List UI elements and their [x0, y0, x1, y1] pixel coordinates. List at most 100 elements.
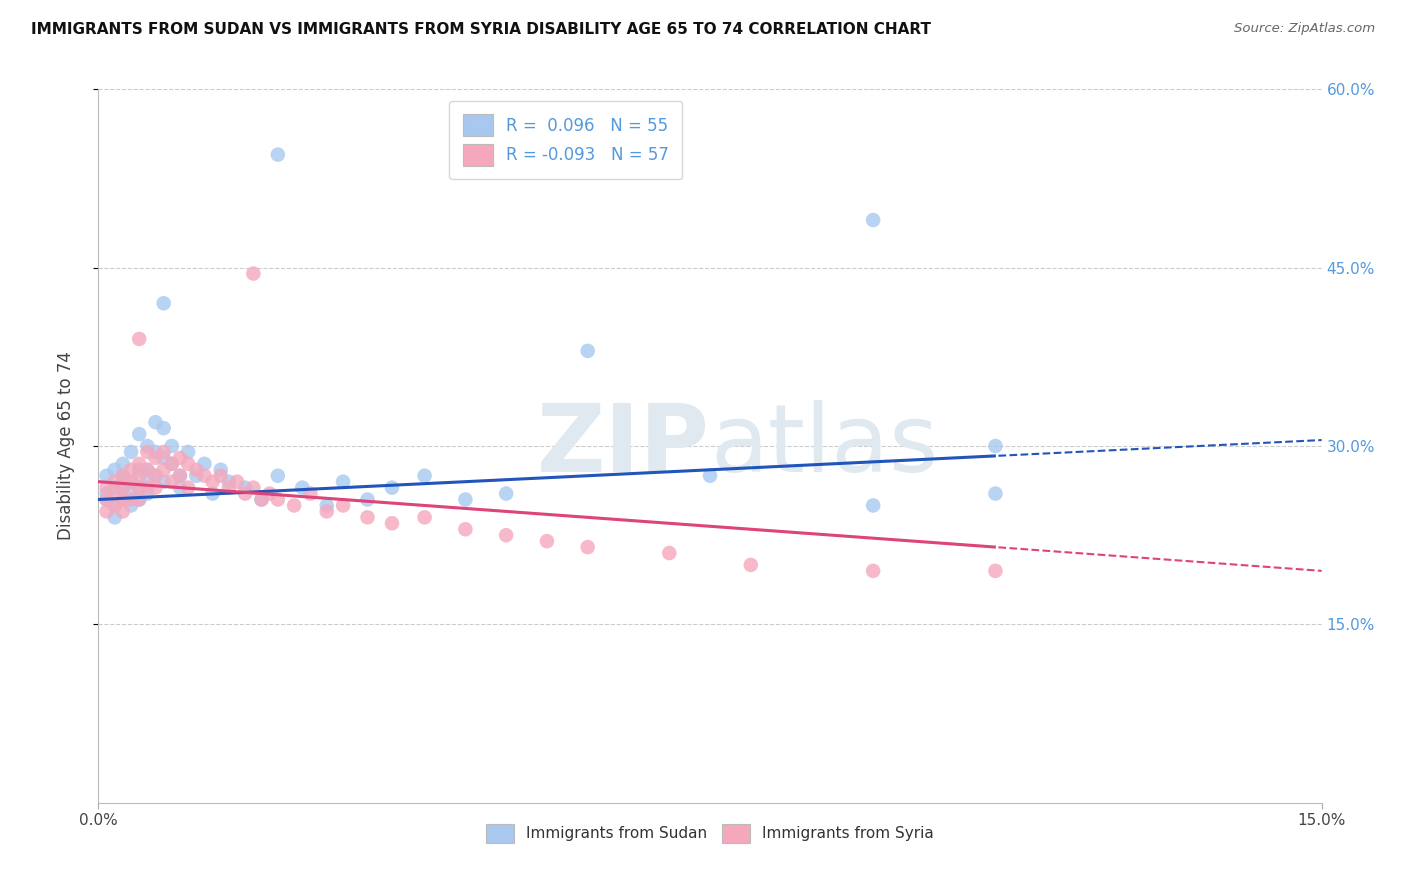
Point: [120, 486, 142, 500]
Point: [209, 463, 232, 477]
Point: [111, 457, 134, 471]
Point: [201, 486, 224, 500]
Point: [186, 468, 208, 483]
Point: [111, 468, 134, 483]
Point: [193, 457, 215, 471]
Point: [160, 475, 183, 489]
Point: [104, 499, 127, 513]
Point: [120, 445, 142, 459]
Point: [658, 546, 681, 560]
Point: [104, 463, 127, 477]
Point: [218, 475, 240, 489]
Y-axis label: Disability Age 65 to 74: Disability Age 65 to 74: [56, 351, 75, 541]
Point: [250, 492, 273, 507]
Point: [454, 492, 477, 507]
Point: [111, 468, 134, 483]
Point: [104, 486, 127, 500]
Point: [120, 475, 142, 489]
Point: [356, 492, 378, 507]
Point: [283, 499, 305, 513]
Point: [209, 468, 232, 483]
Point: [169, 468, 191, 483]
Point: [267, 147, 290, 161]
Point: [128, 427, 150, 442]
Point: [120, 492, 142, 507]
Point: [299, 486, 322, 500]
Point: [136, 463, 159, 477]
Point: [862, 213, 884, 227]
Point: [96, 492, 118, 507]
Point: [984, 439, 1007, 453]
Point: [315, 504, 337, 518]
Point: [160, 457, 183, 471]
Point: [291, 481, 314, 495]
Point: [152, 475, 174, 489]
Point: [136, 468, 159, 483]
Point: [160, 439, 183, 453]
Point: [381, 516, 404, 531]
Point: [111, 492, 134, 507]
Point: [233, 486, 256, 500]
Point: [96, 468, 118, 483]
Point: [242, 481, 264, 495]
Point: [96, 486, 118, 500]
Point: [104, 499, 127, 513]
Point: [96, 504, 118, 518]
Point: [984, 564, 1007, 578]
Point: [96, 492, 118, 507]
Point: [740, 558, 762, 572]
Point: [145, 468, 167, 483]
Point: [862, 564, 884, 578]
Point: [169, 450, 191, 465]
Point: [128, 492, 150, 507]
Point: [413, 510, 436, 524]
Point: [111, 481, 134, 495]
Point: [145, 445, 167, 459]
Point: [259, 486, 281, 500]
Point: [177, 445, 200, 459]
Point: [136, 481, 159, 495]
Point: [152, 445, 174, 459]
Point: [128, 481, 150, 495]
Text: IMMIGRANTS FROM SUDAN VS IMMIGRANTS FROM SYRIA DISABILITY AGE 65 TO 74 CORRELATI: IMMIGRANTS FROM SUDAN VS IMMIGRANTS FROM…: [31, 22, 931, 37]
Point: [576, 343, 599, 358]
Point: [413, 468, 436, 483]
Point: [128, 332, 150, 346]
Point: [111, 475, 134, 489]
Point: [862, 499, 884, 513]
Point: [128, 468, 150, 483]
Point: [186, 463, 208, 477]
Point: [120, 475, 142, 489]
Point: [267, 492, 290, 507]
Point: [160, 457, 183, 471]
Point: [226, 475, 249, 489]
Point: [177, 481, 200, 495]
Point: [536, 534, 558, 549]
Point: [332, 475, 354, 489]
Point: [267, 468, 290, 483]
Point: [111, 492, 134, 507]
Point: [128, 457, 150, 471]
Text: atlas: atlas: [710, 400, 938, 492]
Point: [152, 296, 174, 310]
Point: [145, 415, 167, 429]
Point: [128, 481, 150, 495]
Point: [242, 267, 264, 281]
Legend: Immigrants from Sudan, Immigrants from Syria: Immigrants from Sudan, Immigrants from S…: [479, 818, 941, 848]
Point: [193, 468, 215, 483]
Point: [136, 486, 159, 500]
Point: [177, 457, 200, 471]
Point: [984, 486, 1007, 500]
Point: [152, 421, 174, 435]
Point: [120, 463, 142, 477]
Point: [104, 481, 127, 495]
Point: [233, 481, 256, 495]
Point: [169, 468, 191, 483]
Point: [201, 475, 224, 489]
Point: [454, 522, 477, 536]
Point: [495, 486, 517, 500]
Point: [381, 481, 404, 495]
Point: [136, 463, 159, 477]
Point: [152, 450, 174, 465]
Point: [332, 499, 354, 513]
